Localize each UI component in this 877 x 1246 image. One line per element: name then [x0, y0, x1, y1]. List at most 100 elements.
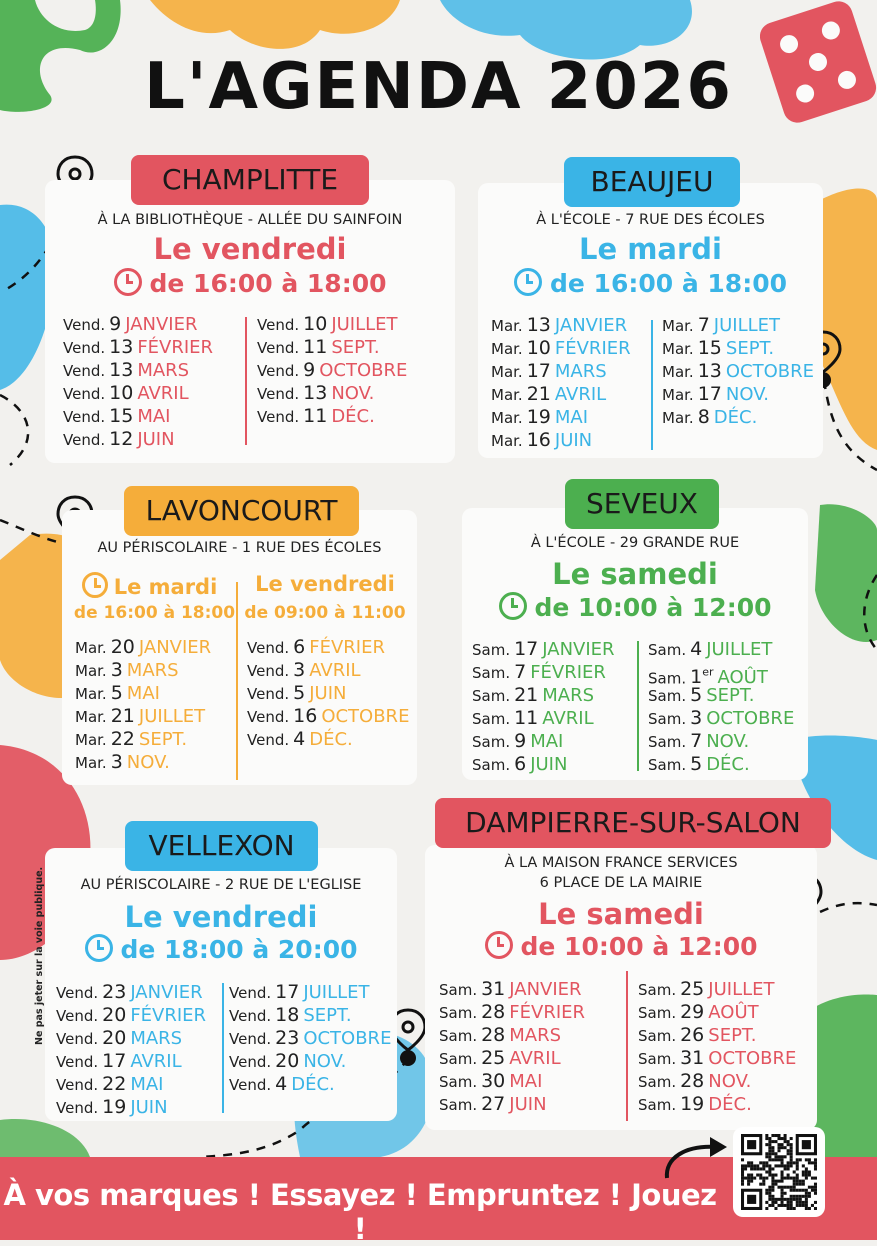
month-name: NOV.: [706, 731, 750, 752]
weekday-abbr: Vend.: [56, 1099, 99, 1117]
day-number: 17: [514, 638, 539, 660]
dates-column: Sam. 17 JANVIER Sam. 7 FÉVRIER Sam. 21 MARS Sam. 1…: [472, 638, 615, 776]
day-number: 13: [109, 359, 134, 381]
date-row: Sam. 7 NOV.: [648, 730, 794, 753]
day-number: 23: [275, 1027, 300, 1049]
weekday-abbr: Vend.: [247, 708, 290, 726]
date-row: Sam. 31 JANVIER: [439, 978, 585, 1001]
weekday-abbr: Sam.: [472, 664, 511, 682]
day-number: 21: [110, 705, 135, 727]
month-name: OCTOBRE: [321, 706, 410, 727]
month-name: AVRIL: [542, 708, 594, 729]
weekday-abbr: Sam.: [638, 1050, 677, 1068]
day-number: 19: [102, 1096, 127, 1118]
divider: [651, 320, 653, 450]
venue-address: À LA MAISON FRANCE SERVICES: [504, 855, 738, 871]
date-row: Sam. 6 JUIN: [472, 753, 615, 776]
month-name: JANVIER: [554, 315, 628, 336]
date-row: Vend. 19 JUIN: [56, 1096, 206, 1119]
weekday-label: Le vendredi: [153, 232, 347, 266]
clock-icon: [81, 572, 108, 598]
day-number: 22: [102, 1073, 127, 1095]
month-name: JUIN: [309, 683, 347, 704]
hours-label: de 10:00 à 12:00: [462, 592, 808, 622]
weekday-abbr: Sam.: [472, 710, 511, 728]
divider: [236, 582, 238, 780]
weekday-abbr: Vend.: [56, 984, 99, 1002]
day-number: 30: [481, 1070, 506, 1092]
weekday-abbr: Vend.: [257, 362, 300, 380]
qr-code[interactable]: [733, 1127, 825, 1217]
clock-icon: [113, 268, 142, 296]
weekday-abbr: Sam.: [439, 1050, 478, 1068]
day-number: 20: [102, 1027, 127, 1049]
dates-column: Mar. 20 JANVIER Mar. 3 MARS Mar. 5 MAI Mar. 21 JUIL…: [75, 636, 211, 774]
date-row: Mar. 3 MARS: [75, 659, 211, 682]
month-name: AVRIL: [309, 660, 361, 681]
date-row: Mar. 21 AVRIL: [491, 383, 631, 406]
day-number: 13: [526, 314, 551, 336]
month-name: AOÛT: [717, 667, 768, 689]
month-name: AVRIL: [130, 1051, 182, 1072]
weekday-abbr: Sam.: [648, 641, 687, 659]
month-name: AVRIL: [554, 384, 607, 405]
date-row: Vend. 9 OCTOBRE: [257, 359, 407, 382]
day-number: 18: [275, 1004, 300, 1026]
beaujeu-tag: BEAUJEU: [564, 157, 740, 207]
day-number: 15: [697, 337, 722, 359]
date-row: Vend. 4 DÉC.: [229, 1073, 391, 1096]
venue-address: AU PÉRISCOLAIRE - 2 RUE DE L'EGLISE: [80, 877, 362, 893]
weekday-abbr: Mar.: [75, 731, 107, 749]
weekday-abbr: Sam.: [648, 756, 687, 774]
vellexon-tag: VELLEXON: [125, 821, 318, 871]
month-name: DÉC.: [706, 754, 750, 775]
day-number: 26: [680, 1024, 705, 1046]
day-number: 10: [303, 313, 328, 335]
month-name: JANVIER: [138, 637, 212, 658]
day-number: 15: [109, 405, 134, 427]
weekday-abbr: Mar.: [491, 363, 523, 381]
month-name: OCTOBRE: [303, 1028, 392, 1049]
weekday-abbr: Sam.: [472, 641, 511, 659]
day-number: 10: [109, 382, 134, 404]
date-row: Sam. 1er AOÛT: [648, 661, 794, 688]
day-number: 21: [514, 684, 539, 706]
day-number: 17: [275, 981, 300, 1003]
weekday-abbr: Vend.: [257, 339, 300, 357]
footer-slogan: À vos marques ! Essayez ! Empruntez ! Jo…: [3, 1178, 717, 1246]
dampierre-tag: DAMPIERRE-SUR-SALON: [435, 798, 831, 848]
day-number: 22: [110, 728, 135, 750]
date-row: Mar. 13 JANVIER: [491, 314, 631, 337]
hours-label: de 09:00 à 11:00: [244, 603, 406, 623]
month-name: MARS: [137, 360, 190, 381]
date-row: Sam. 28 MARS: [439, 1024, 585, 1047]
hours-label: de 18:00 à 20:00: [45, 934, 397, 964]
weekday-abbr: Sam.: [638, 1096, 677, 1114]
weekday-abbr: Vend.: [247, 639, 290, 657]
date-row: Sam. 29 AOÛT: [638, 1001, 796, 1024]
month-name: SEPT.: [331, 337, 380, 358]
date-row: Vend. 10 AVRIL: [63, 382, 213, 405]
date-row: Vend. 20 FÉVRIER: [56, 1004, 206, 1027]
vellexon-card: AU PÉRISCOLAIRE - 2 RUE DE L'EGLISE Le v…: [45, 848, 397, 1121]
date-row: Sam. 19 DÉC.: [638, 1093, 796, 1116]
weekday-abbr: Sam.: [439, 1027, 478, 1045]
weekday-abbr: Mar.: [491, 317, 523, 335]
dates-column: Vend. 10 JUILLET Vend. 11 SEPT. Vend. 9 OCTOBRE V…: [257, 313, 407, 428]
month-name: FÉVRIER: [309, 637, 385, 658]
lavoncourt-card: AU PÉRISCOLAIRE - 1 RUE DES ÉCOLES Le ma…: [62, 510, 417, 785]
date-row: Sam. 28 FÉVRIER: [439, 1001, 585, 1024]
date-row: Vend. 23 JANVIER: [56, 981, 206, 1004]
month-name: MAI: [137, 406, 171, 427]
day-number: 4: [275, 1073, 288, 1095]
beaujeu-card: À L'ÉCOLE - 7 RUE DES ÉCOLES Le mardi de…: [478, 183, 823, 458]
day-number: 6: [293, 636, 306, 658]
day-number: 16: [526, 429, 551, 451]
date-row: Vend. 11 SEPT.: [257, 336, 407, 359]
day-number: 13: [109, 336, 134, 358]
day-number: 17: [697, 383, 722, 405]
weekday-abbr: Mar.: [491, 432, 523, 450]
month-name: OCTOBRE: [706, 708, 795, 729]
month-name: SEPT.: [138, 729, 188, 750]
dates-column: Sam. 4 JUILLET Sam. 1er AOÛT Sam. 5 SEPT. Sam. 3 OC…: [648, 638, 794, 776]
